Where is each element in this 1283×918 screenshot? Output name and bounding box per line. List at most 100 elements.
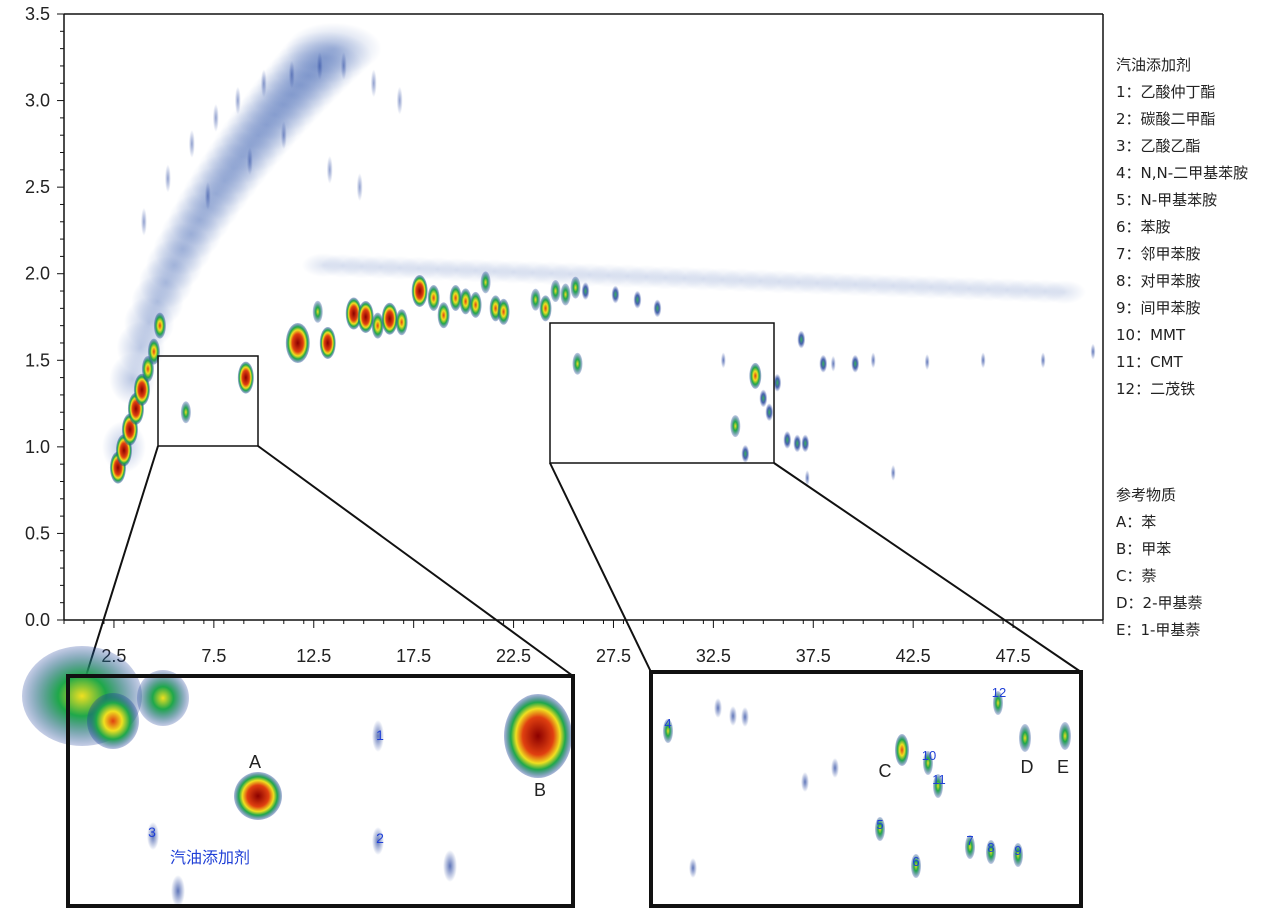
faint-streak: [890, 464, 896, 481]
x-tick-label: 17.5: [396, 646, 431, 666]
faint-streak: [326, 155, 333, 184]
inset-peak-number: 4: [664, 716, 671, 731]
inset-reference-label: C: [879, 761, 892, 781]
legend-additives: 汽油添加剂 1：乙酸仲丁酯 2：碳酸二甲酯 3：乙酸乙酯 4：N,N-二甲基苯胺…: [1116, 52, 1248, 403]
x-tick-label: 47.5: [996, 646, 1031, 666]
faint-streak: [804, 470, 810, 487]
inset-peak: [986, 840, 996, 864]
faint-streak: [980, 352, 986, 369]
faint-streak: [924, 354, 930, 371]
peak-mark: [437, 302, 450, 329]
inset-peak: [443, 850, 457, 882]
y-tick-label: 1.5: [25, 350, 50, 370]
haze-blob: [1042, 280, 1087, 305]
peak-mark: [765, 403, 774, 422]
peak-mark: [395, 309, 408, 336]
inset-caption: 汽油添加剂: [170, 849, 250, 867]
inset-reference-label: E: [1057, 757, 1069, 777]
legend-additive-item: 4：N,N-二甲基苯胺: [1116, 164, 1249, 182]
legend-reference: 参考物质 A：苯 B：甲苯 C：萘 D：2-甲基萘 E：1-甲基萘: [1116, 482, 1203, 644]
legend-additive-item: 1：乙酸仲丁酯: [1116, 83, 1216, 101]
inset-reference-label: A: [249, 752, 261, 772]
inset-peak-number: 8: [987, 840, 994, 855]
legend-additive-item: 6：苯胺: [1116, 218, 1171, 236]
x-tick-label: 12.5: [296, 646, 331, 666]
inset-reference-label: B: [534, 780, 546, 800]
zoom-connector: [549, 462, 652, 673]
faint-streak: [356, 173, 363, 202]
legend-additives-title: 汽油添加剂: [1116, 56, 1192, 74]
legend-additive-item: 5：N-甲基苯胺: [1116, 191, 1218, 209]
faint-streak: [720, 352, 726, 369]
peak-mark: [530, 288, 541, 311]
y-tick-label: 2.5: [25, 177, 50, 197]
peak-mark: [357, 301, 374, 333]
inset-peak-number: 5: [876, 817, 883, 832]
y-tick-label: 3.5: [25, 4, 50, 24]
inset-peak: [663, 719, 673, 743]
inset-left: 1 2 3 A B 汽油添加剂: [22, 646, 575, 908]
zoom-box-right: [549, 322, 775, 464]
inset-right-frame: [649, 670, 1083, 908]
zoom-connector: [257, 445, 574, 677]
y-tick-label: 0.0: [25, 610, 50, 630]
inset-peak: [741, 707, 749, 727]
peak-mark: [345, 297, 362, 330]
x-tick-label: 22.5: [496, 646, 531, 666]
faint-streak: [140, 207, 147, 236]
inset-peak: [923, 751, 933, 775]
peaks-layer: [109, 271, 860, 484]
peak-mark: [469, 291, 482, 318]
legend-additive-item: 12：二茂铁: [1116, 380, 1196, 398]
x-tick-label: 27.5: [596, 646, 631, 666]
faint-streak: [830, 355, 836, 372]
faint-streak: [246, 147, 253, 176]
peak-mark: [180, 401, 191, 424]
inset-peak: [714, 698, 722, 718]
inset-peak-number: 7: [966, 833, 973, 848]
inset-peak: [801, 772, 809, 792]
inset-peak: [911, 854, 921, 878]
peak-mark: [480, 271, 491, 294]
faint-streak: [288, 60, 295, 89]
inset-peak: [372, 827, 384, 855]
inset-peak: [831, 758, 839, 778]
background-haze: [101, 22, 1087, 473]
inset-peak-number: 12: [992, 685, 1006, 700]
peak-mark: [237, 361, 254, 394]
inset-peak: [87, 693, 139, 749]
inset-peak-number: 6: [912, 854, 919, 869]
legend-additive-item: 7：邻甲苯胺: [1116, 245, 1201, 263]
peak-mark: [801, 434, 810, 453]
peak-mark: [819, 354, 828, 373]
legend-reference-item: B：甲苯: [1116, 540, 1172, 558]
inset-peak: [729, 706, 737, 726]
legend-additive-item: 11：CMT: [1116, 353, 1183, 371]
peak-mark: [411, 275, 428, 308]
inset-peak: [1019, 724, 1031, 752]
inset-peak: [689, 858, 697, 878]
x-tick-label: 37.5: [796, 646, 831, 666]
zoom-box-left: [157, 355, 259, 447]
inset-peak: [965, 835, 975, 859]
faint-streak: [212, 103, 219, 132]
haze-blob: [285, 22, 382, 75]
inset-left-frame: [66, 674, 575, 908]
faint-streak: [396, 86, 403, 115]
peak-mark: [749, 362, 762, 389]
peak-mark: [371, 312, 384, 339]
peak-mark: [285, 322, 310, 363]
legend-additive-item: 9：间甲苯胺: [1116, 299, 1201, 317]
y-tick-label: 0.5: [25, 523, 50, 543]
inset-peak: [895, 734, 909, 766]
inset-right-bg: [651, 672, 1081, 906]
legend-additive-item: 8：对甲苯胺: [1116, 272, 1201, 290]
inset-reference-label: D: [1021, 757, 1034, 777]
inset-peak-number: 1: [376, 727, 384, 743]
faint-streak: [280, 121, 287, 150]
faint-streak: [188, 129, 195, 158]
legend-reference-item: E：1-甲基萘: [1116, 621, 1201, 639]
peak-mark: [312, 300, 323, 323]
inset-peak: [147, 822, 159, 850]
peak-mark: [147, 338, 160, 365]
